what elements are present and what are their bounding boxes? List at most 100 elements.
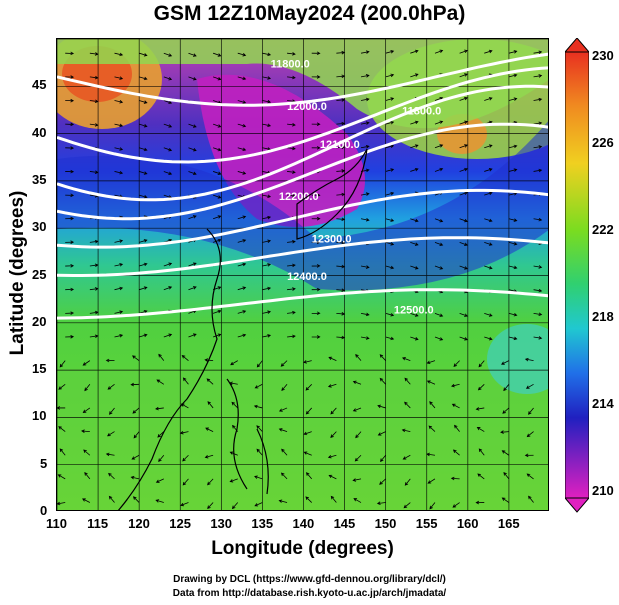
stream-arrow — [360, 145, 370, 149]
stream-arrow — [253, 404, 263, 409]
stream-arrow — [108, 495, 115, 503]
stream-arrow — [133, 431, 140, 439]
stream-arrow — [163, 333, 173, 338]
stream-arrow — [237, 262, 247, 267]
stream-arrow — [287, 193, 296, 198]
stream-arrow — [82, 407, 91, 414]
stream-arrow — [311, 216, 321, 221]
contour-label: 12000.0 — [287, 101, 327, 113]
colorbar-tick-label: 218 — [592, 309, 614, 324]
stream-arrow — [352, 380, 362, 385]
stream-arrow — [180, 502, 189, 507]
stream-arrow — [207, 478, 214, 486]
stream-arrow — [528, 407, 534, 415]
contour-line — [57, 66, 548, 164]
stream-arrow — [459, 336, 468, 341]
stream-arrow — [254, 383, 263, 389]
stream-arrow — [410, 120, 419, 125]
y-tick-label: 35 — [32, 171, 47, 187]
stream-arrow — [426, 360, 436, 365]
stream-arrow — [237, 215, 247, 220]
stream-arrow — [182, 454, 189, 462]
stream-arrow — [524, 453, 534, 458]
stream-arrow — [114, 76, 124, 80]
stream-arrow — [58, 383, 66, 390]
stream-arrow — [59, 448, 66, 456]
stream-arrow — [114, 52, 124, 57]
y-tick-label: 0 — [40, 503, 48, 518]
stream-arrow — [533, 145, 543, 149]
stream-arrow — [139, 333, 148, 338]
y-axis-label: Latitude (degrees) — [7, 190, 28, 356]
x-tick-label: 150 — [374, 516, 397, 531]
stream-arrow — [434, 242, 444, 246]
stream-arrow — [354, 454, 362, 462]
stream-arrow — [453, 360, 460, 367]
stream-arrow — [155, 406, 164, 411]
y-tick-label: 10 — [32, 408, 47, 424]
stream-arrow — [402, 357, 411, 362]
stream-arrow — [311, 311, 321, 316]
stream-arrow — [157, 431, 165, 438]
stream-arrow — [533, 50, 543, 55]
stream-arrow — [484, 242, 493, 246]
stream-arrow — [478, 448, 485, 456]
stream-arrow — [484, 49, 493, 54]
stream-arrow — [231, 401, 239, 409]
stream-arrow — [410, 265, 419, 270]
stream-arrow — [139, 100, 148, 104]
stream-arrow — [452, 502, 460, 508]
stream-arrow — [130, 475, 140, 480]
stream-arrow — [475, 500, 485, 505]
stream-arrow — [501, 360, 510, 365]
stream-arrow — [477, 473, 485, 480]
stream-arrow — [533, 168, 543, 173]
contour-line — [57, 84, 548, 202]
stream-arrow — [475, 407, 485, 411]
stream-arrow — [237, 147, 247, 152]
stream-arrow — [311, 240, 321, 245]
stream-arrow — [287, 52, 296, 56]
stream-arrow — [237, 333, 247, 338]
stream-arrow — [237, 239, 247, 243]
stream-arrow — [105, 358, 115, 363]
x-tick-label: 155 — [415, 516, 438, 531]
stream-arrow — [508, 168, 518, 172]
stream-arrow — [385, 336, 395, 341]
stream-arrow — [403, 502, 411, 509]
stream-arrow — [262, 52, 272, 57]
stream-arrow — [508, 265, 518, 270]
stream-arrow — [533, 74, 543, 78]
stream-arrow — [459, 49, 468, 54]
stream-arrow — [303, 360, 312, 364]
geopotential-contours — [57, 52, 548, 320]
cyan-patch-east — [487, 324, 548, 394]
stream-arrow — [207, 401, 214, 409]
stream-arrow — [508, 73, 518, 78]
stream-arrow — [508, 144, 518, 149]
stream-arrow — [478, 360, 485, 368]
stream-arrow — [533, 288, 543, 293]
stream-arrow — [65, 51, 75, 56]
stream-arrow — [237, 286, 247, 291]
stream-arrow — [262, 123, 272, 128]
stream-arrow — [188, 262, 197, 267]
contour-labels: 11800.0 11800.0 12000.0 12100.0 12200.0 12300… — [271, 58, 442, 316]
stream-arrow — [89, 310, 99, 315]
y-tick-label: 20 — [32, 313, 47, 329]
stream-arrow — [501, 497, 510, 503]
contour-line — [57, 122, 548, 221]
stream-arrow — [206, 378, 214, 385]
stream-arrow — [311, 264, 321, 268]
stream-arrow — [57, 474, 66, 480]
stream-arrow — [355, 431, 362, 439]
stream-arrow — [459, 167, 468, 172]
stream-arrow — [158, 353, 165, 361]
stream-arrow — [262, 310, 272, 314]
stream-arrow — [401, 428, 411, 433]
stream-arrow — [336, 98, 346, 102]
stream-arrow — [89, 99, 99, 104]
stream-arrow — [503, 384, 510, 392]
colorbar-gradient — [565, 51, 589, 499]
y-tick-label: 25 — [32, 266, 47, 282]
